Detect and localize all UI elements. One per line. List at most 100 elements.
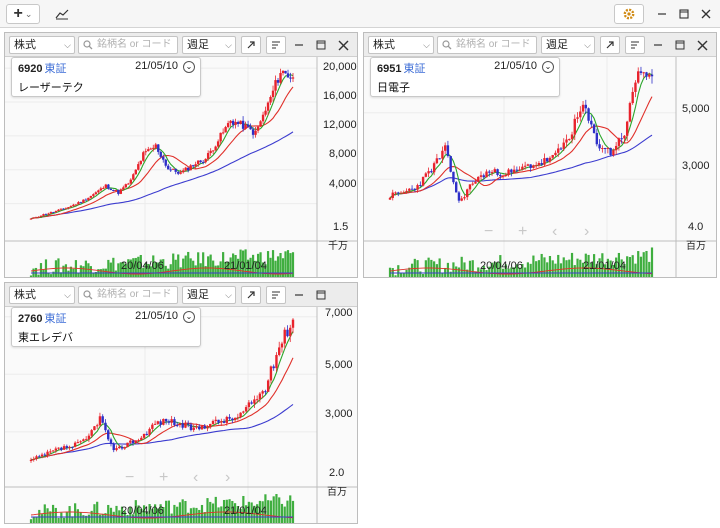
volume-bar (244, 249, 247, 277)
symbol-search-input[interactable]: 銘柄名 or コード (78, 36, 178, 54)
volume-bar (101, 513, 104, 523)
minimize-panel-icon[interactable] (291, 37, 307, 53)
period-select[interactable]: 週足 ⌵ (541, 36, 595, 54)
zoom-in-icon[interactable]: + (159, 469, 169, 486)
candle-body (427, 171, 430, 174)
volume-bar (74, 503, 77, 523)
candle-body (482, 175, 485, 178)
candlestick-chart[interactable] (364, 57, 717, 278)
expand-button[interactable] (241, 286, 261, 304)
volume-bar (276, 256, 280, 277)
chevron-down-icon[interactable]: ⌄ (183, 311, 195, 323)
volume-average-line (30, 511, 294, 519)
line-chart-icon[interactable] (52, 4, 72, 24)
volume-bar (274, 260, 277, 277)
volume-bar (239, 508, 242, 523)
zoom-out-icon[interactable]: − (125, 469, 135, 486)
close-panel-icon[interactable] (335, 37, 351, 53)
zoom-out-icon[interactable]: − (484, 223, 494, 240)
indicator-menu-button[interactable] (625, 36, 645, 54)
symbol-search-input[interactable]: 銘柄名 or コード (437, 36, 537, 54)
chevron-down-icon[interactable]: ⌄ (183, 61, 195, 73)
volume-bar (129, 259, 132, 277)
candle-body (201, 161, 205, 163)
volume-bar (410, 263, 414, 277)
candle-body (167, 421, 171, 423)
y-tick-label: 3,000 (325, 408, 353, 420)
candle-body (206, 153, 210, 159)
volume-bar (134, 500, 137, 523)
scroll-right-icon[interactable]: › (225, 469, 231, 486)
volume-bar (236, 506, 239, 523)
volume-bar (289, 495, 292, 523)
volume-bar (214, 265, 217, 277)
indicator-menu-button[interactable] (266, 286, 286, 304)
volume-bar (521, 263, 524, 277)
scroll-left-icon[interactable]: ‹ (552, 223, 558, 240)
candle-body (62, 208, 65, 210)
candle-body (123, 447, 126, 449)
chevron-down-icon[interactable]: ⌄ (542, 61, 554, 73)
stock-info-box: 6920 東証 21/05/10 ⌄ レーザーテク (11, 57, 201, 97)
candle-body (639, 71, 643, 73)
volume-bar (112, 257, 115, 277)
symbol-search-input[interactable]: 銘柄名 or コード (78, 286, 178, 304)
candle-body (118, 446, 121, 449)
volume-bar (107, 504, 110, 523)
y-tick-label: 7,000 (325, 307, 353, 319)
volume-bar (397, 265, 400, 277)
minimize-panel-icon[interactable] (650, 37, 666, 53)
expand-button[interactable] (600, 36, 620, 54)
candle-body (145, 433, 149, 435)
volume-bar (115, 505, 118, 523)
candle-body (57, 447, 60, 449)
candle-body (499, 174, 502, 177)
candle-body (211, 420, 215, 424)
period-select[interactable]: 週足 ⌵ (182, 286, 236, 304)
candle-body (87, 197, 90, 201)
candle-body (68, 446, 71, 448)
expand-button[interactable] (241, 36, 261, 54)
candlestick-chart[interactable] (5, 307, 358, 524)
close-window-icon[interactable] (698, 6, 714, 22)
maximize-window-icon[interactable] (676, 6, 692, 22)
volume-bar (159, 504, 162, 523)
security-type-select[interactable]: 株式 ⌵ (368, 36, 434, 54)
candle-body (222, 421, 226, 423)
security-type-select[interactable]: 株式 ⌵ (9, 286, 75, 304)
date-label: 21/05/10 (135, 60, 178, 72)
indicator-menu-button[interactable] (266, 36, 286, 54)
volume-bar (200, 504, 204, 523)
candle-body (144, 151, 147, 153)
volume-bar (529, 263, 532, 277)
volume-bar (67, 270, 70, 277)
minimize-window-icon[interactable] (654, 6, 670, 22)
add-chart-button[interactable]: + ⌄ (6, 4, 40, 24)
security-type-select[interactable]: 株式 ⌵ (9, 36, 75, 54)
maximize-panel-icon[interactable] (672, 37, 688, 53)
zoom-in-icon[interactable]: + (518, 223, 528, 240)
candle-body (251, 129, 255, 135)
candle-body (234, 121, 237, 125)
period-select[interactable]: 週足 ⌵ (182, 36, 236, 54)
candle-body (269, 366, 273, 381)
candle-body (466, 189, 469, 198)
volume-bar (228, 499, 231, 523)
scroll-left-icon[interactable]: ‹ (193, 469, 199, 486)
select-value: 週足 (187, 289, 209, 301)
maximize-panel-icon[interactable] (313, 287, 329, 303)
scroll-right-icon[interactable]: › (584, 223, 590, 240)
minimize-panel-icon[interactable] (291, 287, 307, 303)
volume-bar (271, 250, 275, 277)
candle-body (279, 73, 282, 83)
volume-bar (232, 253, 235, 277)
maximize-panel-icon[interactable] (313, 37, 329, 53)
candle-body (573, 118, 576, 135)
candle-body (507, 169, 510, 175)
candle-body (471, 183, 474, 185)
volume-unit-label: 千万 (328, 241, 348, 252)
volume-bar (187, 251, 190, 277)
gear-icon[interactable] (614, 4, 644, 24)
close-panel-icon[interactable] (694, 37, 710, 53)
volume-bar (424, 260, 427, 277)
